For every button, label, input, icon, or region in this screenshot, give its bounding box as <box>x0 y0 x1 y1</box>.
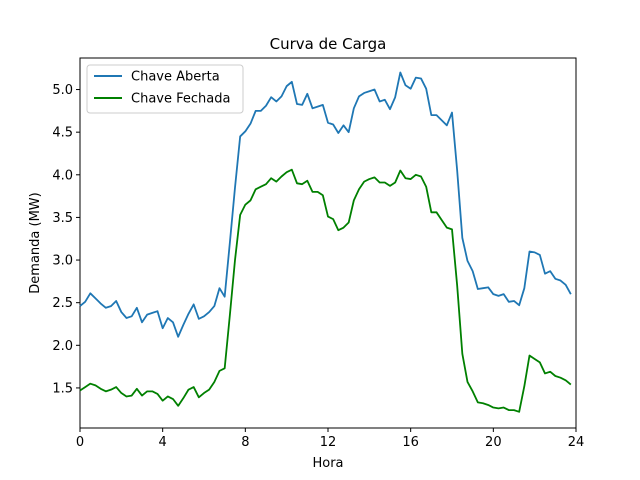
y-tick-label: 2.0 <box>52 339 73 354</box>
x-axis-ticks: 0 4 8 12 16 20 24 <box>76 428 584 450</box>
x-tick-label: 8 <box>241 435 249 450</box>
series-group <box>79 71 572 413</box>
y-tick-label: 5.0 <box>52 83 73 98</box>
legend-label-chave-aberta: Chave Aberta <box>131 70 220 85</box>
chart-title: Curva de Carga <box>270 35 387 53</box>
y-tick-label: 3.5 <box>52 211 73 226</box>
x-tick-label: 0 <box>76 435 84 450</box>
series-line-chave-fechada <box>79 168 572 413</box>
y-tick-label: 2.5 <box>52 296 73 311</box>
x-tick-label: 12 <box>320 435 337 450</box>
y-axis-ticks: 1.5 2.0 2.5 3.0 3.5 4.0 4.5 5.0 <box>52 83 80 396</box>
legend-box <box>86 64 244 114</box>
x-axis-label: Hora <box>312 456 343 471</box>
y-tick-label: 1.5 <box>52 381 73 396</box>
x-tick-label: 24 <box>568 435 585 450</box>
legend: Chave Aberta Chave Fechada <box>86 64 244 114</box>
legend-label-chave-fechada: Chave Fechada <box>131 92 230 107</box>
x-tick-label: 4 <box>159 435 167 450</box>
y-tick-label: 4.5 <box>52 126 73 141</box>
y-tick-label: 4.0 <box>52 168 73 183</box>
y-tick-label: 3.0 <box>52 254 73 269</box>
series-line-chave-aberta <box>79 71 572 338</box>
y-axis-label: Demanda (MW) <box>28 192 43 293</box>
x-tick-label: 20 <box>485 435 502 450</box>
x-tick-label: 16 <box>402 435 419 450</box>
